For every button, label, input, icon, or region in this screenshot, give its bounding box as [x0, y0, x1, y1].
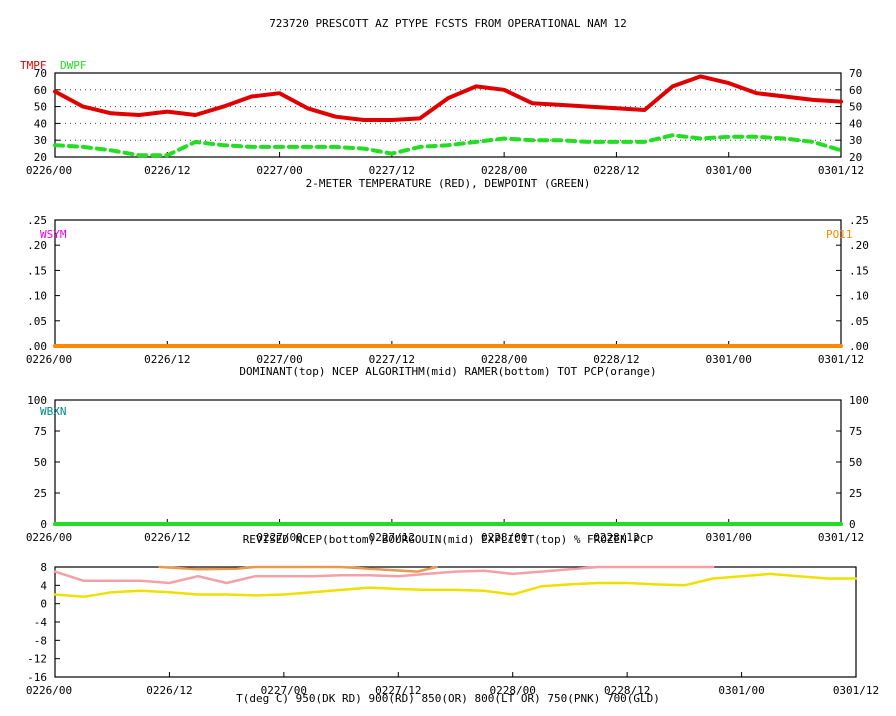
y-tick-label-right-frozen: 0	[849, 518, 856, 531]
x-tick-label-frozen: 0228/12	[593, 531, 639, 544]
y-tick-label-frozen: 75	[34, 425, 47, 438]
y-tick-label-frozen: 50	[34, 456, 47, 469]
y-tick-label-frozen: 0	[40, 518, 47, 531]
x-tick-label-precip: 0226/12	[144, 353, 190, 366]
x-tick-label-temp: 0227/12	[369, 164, 415, 177]
y-tick-label-temp: 30	[34, 134, 47, 147]
y-tick-label-right-precip: .20	[849, 239, 869, 252]
x-tick-label-precip: 0226/00	[26, 353, 72, 366]
y-tick-label-right-precip: .25	[849, 214, 869, 227]
x-tick-label-profile: 0226/12	[146, 684, 192, 697]
y-tick-label-right-temp: 20	[849, 151, 862, 164]
series-line-dwpf	[53, 133, 843, 158]
x-tick-label-frozen: 0227/12	[369, 531, 415, 544]
y-tick-label-temp: 20	[34, 151, 47, 164]
y-tick-label-right-precip: .15	[849, 264, 869, 277]
y-tick-label-profile: -16	[27, 671, 47, 684]
y-tick-label-right-temp: 70	[849, 67, 862, 80]
y-tick-label-profile: -4	[34, 616, 48, 629]
y-tick-label-right-precip: .05	[849, 315, 869, 328]
y-tick-label-precip: .00	[27, 340, 47, 353]
legend-dwpf: DWPF	[60, 59, 87, 72]
axis-label-temp: 2-METER TEMPERATURE (RED), DEWPOINT (GRE…	[306, 177, 591, 190]
y-tick-label-right-frozen: 75	[849, 425, 862, 438]
y-tick-label-precip: .05	[27, 315, 47, 328]
x-tick-label-precip: 0228/12	[593, 353, 639, 366]
plot-frame-profile	[54, 566, 857, 678]
x-tick-label-profile: 0301/00	[718, 684, 764, 697]
x-tick-label-frozen: 0227/00	[256, 531, 302, 544]
x-tick-label-precip: 0301/00	[706, 353, 752, 366]
y-tick-label-right-frozen: 25	[849, 487, 862, 500]
legend-wsym: WSYM	[40, 228, 67, 241]
y-tick-label-right-temp: 60	[849, 84, 862, 97]
y-tick-label-precip: .25	[27, 214, 47, 227]
y-tick-label-frozen: 100	[27, 394, 47, 407]
x-tick-label-frozen: 0226/12	[144, 531, 190, 544]
x-tick-label-temp: 0227/00	[256, 164, 302, 177]
x-tick-label-frozen: 0301/12	[818, 531, 864, 544]
chart-title: 723720 PRESCOTT AZ PTYPE FCSTS FROM OPER…	[269, 17, 627, 30]
series-line-750	[53, 565, 715, 585]
x-tick-label-temp: 0301/12	[818, 164, 864, 177]
axis-label-frozen: REVISED NCEP(bottom) BOURGOUIN(mid) EXPL…	[243, 533, 654, 546]
y-tick-label-precip: .10	[27, 290, 47, 303]
x-tick-label-precip: 0301/12	[818, 353, 864, 366]
x-tick-label-precip: 0227/12	[369, 353, 415, 366]
axis-label-precip: DOMINANT(top) NCEP ALGORITHM(mid) RAMER(…	[239, 365, 656, 378]
x-tick-label-temp: 0228/00	[481, 164, 527, 177]
y-tick-label-right-temp: 50	[849, 101, 862, 114]
legend-po11: PO11	[826, 228, 853, 241]
legend-tmpf: TMPF	[20, 59, 47, 72]
plot-frame-frozen	[54, 399, 842, 525]
x-tick-label-frozen: 0226/00	[26, 531, 72, 544]
y-tick-label-temp: 50	[34, 101, 47, 114]
x-tick-label-frozen: 0228/00	[481, 531, 527, 544]
x-tick-label-frozen: 0301/00	[706, 531, 752, 544]
y-tick-label-right-temp: 40	[849, 117, 862, 130]
y-tick-label-right-frozen: 100	[849, 394, 869, 407]
y-tick-label-temp: 70	[34, 67, 47, 80]
plot-frame-precip	[54, 219, 842, 347]
series-line-700	[53, 572, 858, 599]
y-tick-label-profile: -8	[34, 634, 47, 647]
y-tick-label-temp: 40	[34, 117, 47, 130]
y-tick-label-right-frozen: 50	[849, 456, 862, 469]
y-tick-label-precip: .20	[27, 239, 47, 252]
x-tick-label-profile: 0301/12	[833, 684, 879, 697]
x-tick-label-temp: 0228/12	[593, 164, 639, 177]
y-tick-label-profile: 4	[40, 579, 47, 592]
y-tick-label-frozen: 25	[34, 487, 47, 500]
y-tick-label-right-precip: .10	[849, 290, 869, 303]
axis-label-profile: T(deg C) 950(DK RD) 900(RD) 850(OR) 800(…	[236, 692, 660, 705]
x-tick-label-temp: 0226/12	[144, 164, 190, 177]
x-tick-label-profile: 0226/00	[26, 684, 72, 697]
series-line-800	[158, 565, 438, 573]
y-tick-label-profile: 8	[40, 561, 47, 574]
x-tick-label-precip: 0228/00	[481, 353, 527, 366]
y-tick-label-profile: 0	[40, 598, 47, 611]
x-tick-label-temp: 0301/00	[706, 164, 752, 177]
x-tick-label-profile: 0227/12	[375, 684, 421, 697]
y-tick-label-right-precip: .00	[849, 340, 869, 353]
x-tick-label-profile: 0227/00	[261, 684, 307, 697]
x-tick-label-profile: 0228/12	[604, 684, 650, 697]
x-tick-label-profile: 0228/00	[490, 684, 536, 697]
series-line-tmpf	[53, 74, 843, 122]
y-tick-label-precip: .15	[27, 264, 47, 277]
x-tick-label-precip: 0227/00	[256, 353, 302, 366]
legend-wbxn: WBXN	[40, 405, 67, 418]
y-tick-label-profile: -12	[27, 653, 47, 666]
y-tick-label-temp: 60	[34, 84, 47, 97]
plot-frame-temp	[54, 72, 842, 158]
y-tick-label-right-temp: 30	[849, 134, 862, 147]
x-tick-label-temp: 0226/00	[26, 164, 72, 177]
